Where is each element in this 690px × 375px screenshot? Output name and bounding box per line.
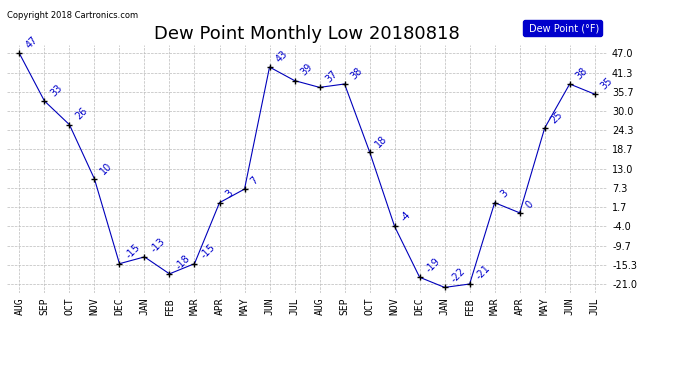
Text: 26: 26 [74,106,90,122]
Text: -15: -15 [124,243,142,261]
Text: 10: 10 [99,160,115,176]
Text: -21: -21 [474,263,492,281]
Legend: Dew Point (°F): Dew Point (°F) [523,20,602,36]
Text: 38: 38 [348,66,364,81]
Text: 35: 35 [599,75,615,92]
Text: 38: 38 [574,66,589,81]
Text: 25: 25 [549,110,564,125]
Text: -15: -15 [199,243,217,261]
Text: -19: -19 [424,256,442,274]
Title: Dew Point Monthly Low 20180818: Dew Point Monthly Low 20180818 [154,26,460,44]
Text: 0: 0 [524,199,535,210]
Text: 47: 47 [23,35,39,51]
Text: 3: 3 [224,189,235,200]
Text: 18: 18 [374,133,389,149]
Text: -18: -18 [174,253,192,271]
Text: 3: 3 [499,189,510,200]
Text: 43: 43 [274,48,289,64]
Text: 33: 33 [48,82,64,98]
Text: -13: -13 [148,236,167,254]
Text: -22: -22 [448,266,467,285]
Text: 37: 37 [324,69,339,85]
Text: 7: 7 [248,175,260,186]
Text: Copyright 2018 Cartronics.com: Copyright 2018 Cartronics.com [7,11,138,20]
Text: 39: 39 [299,62,315,78]
Text: -4: -4 [399,210,413,224]
